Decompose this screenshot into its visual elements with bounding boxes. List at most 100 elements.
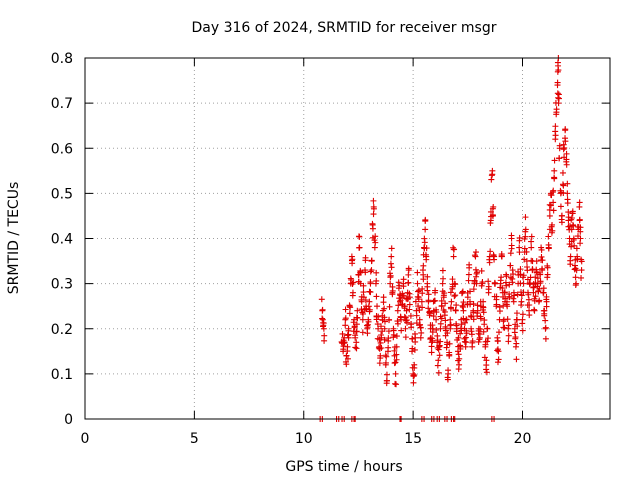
data-point (487, 248, 494, 255)
data-point (455, 351, 462, 358)
data-point (485, 278, 492, 285)
data-point (542, 324, 549, 331)
data-point (564, 180, 571, 187)
data-point (453, 322, 460, 329)
data-point (541, 310, 548, 317)
data-point (577, 240, 584, 247)
data-point (506, 293, 513, 300)
data-point (459, 304, 466, 311)
data-point (571, 242, 578, 249)
data-point (508, 242, 515, 249)
y-tick-label: 0.3 (51, 277, 73, 293)
data-point (420, 276, 427, 283)
data-point (552, 123, 559, 130)
data-point (354, 314, 361, 321)
data-point (494, 346, 501, 353)
data-point (349, 281, 356, 288)
data-point (342, 306, 349, 313)
data-point (447, 305, 454, 312)
data-point (377, 355, 384, 362)
data-point (383, 377, 390, 384)
data-point (447, 322, 454, 329)
data-point (483, 369, 490, 376)
data-point (380, 307, 387, 314)
data-point (415, 288, 422, 295)
data-point (425, 305, 432, 312)
data-point (393, 333, 400, 340)
data-point (428, 343, 435, 350)
data-point (388, 253, 395, 260)
x-tick-label: 0 (81, 431, 90, 447)
data-point (345, 327, 352, 334)
data-point (513, 310, 520, 317)
data-point (473, 273, 480, 280)
data-point (474, 302, 481, 309)
y-tick-label: 0.7 (51, 96, 73, 112)
data-point (570, 236, 577, 243)
data-point (497, 277, 504, 284)
data-point (389, 287, 396, 294)
data-point (557, 203, 564, 210)
data-point (380, 294, 387, 301)
data-point (514, 291, 521, 298)
data-point (475, 338, 482, 345)
y-tick-label: 0.6 (51, 141, 73, 157)
data-point (470, 316, 477, 323)
x-tick-label: 5 (190, 431, 199, 447)
data-point (493, 296, 500, 303)
data-point (367, 279, 374, 286)
data-point (378, 331, 385, 338)
data-point (478, 267, 485, 274)
data-point (472, 249, 479, 256)
data-point (495, 356, 502, 363)
data-point (578, 256, 585, 263)
data-point (428, 349, 435, 356)
data-point (543, 303, 550, 310)
data-point (483, 362, 490, 369)
data-point (460, 315, 467, 322)
data-point (469, 339, 476, 346)
data-point (476, 336, 483, 343)
data-point (513, 356, 520, 363)
data-point (380, 299, 387, 306)
data-point (443, 344, 450, 351)
data-point (553, 106, 560, 113)
y-tick-label: 0.8 (51, 51, 73, 67)
data-point (539, 257, 546, 264)
data-point (321, 337, 328, 344)
data-point (514, 323, 521, 330)
data-point (344, 348, 351, 355)
data-point (569, 210, 576, 217)
data-point (434, 337, 441, 344)
y-tick-label: 0.2 (51, 322, 73, 338)
y-tick-label: 0 (64, 412, 73, 428)
data-point (318, 296, 325, 303)
data-point (348, 257, 355, 264)
data-point (360, 310, 367, 317)
data-point (520, 274, 527, 281)
data-point (364, 321, 371, 328)
x-axis-label: GPS time / hours (285, 459, 402, 475)
data-point (419, 285, 426, 292)
data-point (540, 285, 547, 292)
y-axis-label: SRMTID / TECUs (6, 182, 22, 295)
data-point (486, 259, 493, 266)
data-point (377, 339, 384, 346)
data-point (565, 209, 572, 216)
data-point (343, 352, 350, 359)
data-point (415, 296, 422, 303)
data-point (412, 338, 419, 345)
data-point (441, 290, 448, 297)
data-point (385, 344, 392, 351)
data-point (485, 283, 492, 290)
data-point (458, 321, 465, 328)
data-point (453, 302, 460, 309)
data-point (429, 322, 436, 329)
axis-ticks: 0 0.1 0.2 0.3 0.4 0.5 0.6 0.7 0.8 0 5 10 15 20 (51, 51, 610, 447)
data-point (477, 326, 484, 333)
data-point (354, 307, 361, 314)
data-point (447, 289, 454, 296)
data-point (444, 374, 451, 381)
data-point (367, 289, 374, 296)
data-point (525, 291, 532, 298)
